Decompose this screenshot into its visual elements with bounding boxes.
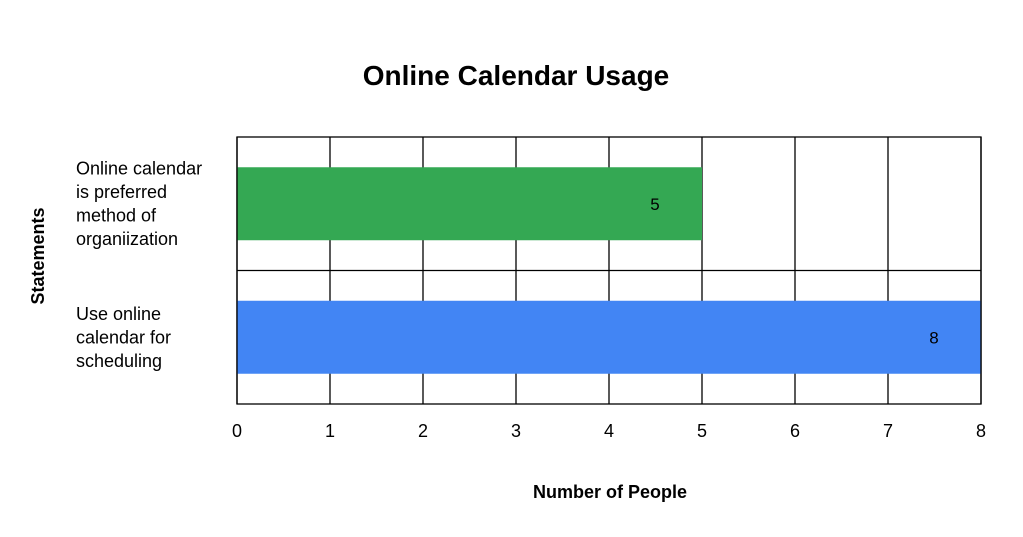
x-tick-label: 8 xyxy=(976,421,986,441)
chart-title: Online Calendar Usage xyxy=(363,60,670,91)
x-tick-label: 6 xyxy=(790,421,800,441)
x-tick-label: 4 xyxy=(604,421,614,441)
category-label: Use online calendar for scheduling xyxy=(76,304,171,371)
x-tick-label: 1 xyxy=(325,421,335,441)
x-tick-labels: 0 1 2 3 4 5 6 7 8 xyxy=(232,421,986,441)
x-axis-title: Number of People xyxy=(533,482,687,502)
x-tick-label: 5 xyxy=(697,421,707,441)
x-tick-label: 7 xyxy=(883,421,893,441)
category-label-line: Online calendar xyxy=(76,159,202,179)
data-labels: 58 xyxy=(650,195,938,348)
category-label-line: calendar for xyxy=(76,327,171,347)
x-tick-label: 3 xyxy=(511,421,521,441)
category-label-line: method of xyxy=(76,206,157,226)
bar xyxy=(237,300,981,374)
x-tick-label: 2 xyxy=(418,421,428,441)
category-label-line: is preferred xyxy=(76,182,167,202)
category-label-line: scheduling xyxy=(76,351,162,371)
bars xyxy=(237,167,981,374)
bar-data-label: 5 xyxy=(650,195,659,214)
bar xyxy=(237,167,702,241)
category-label-line: organiization xyxy=(76,229,178,249)
category-label: Online calendar is preferred method of orga… xyxy=(76,159,202,250)
category-label-line: Use online xyxy=(76,304,161,324)
x-tick-label: 0 xyxy=(232,421,242,441)
category-labels: Online calendar is preferred method of orga… xyxy=(76,159,202,371)
plot-border xyxy=(236,136,982,405)
y-axis-title: Statements xyxy=(28,207,48,304)
plot-frame xyxy=(236,136,982,405)
bar-data-label: 8 xyxy=(929,328,938,347)
